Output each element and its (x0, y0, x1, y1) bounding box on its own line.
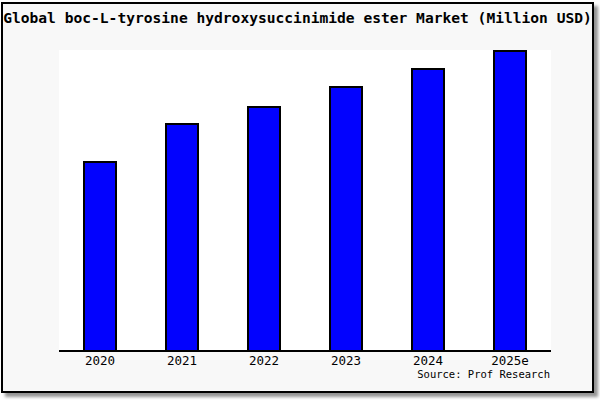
x-tick-label-2025e: 2025e (469, 354, 551, 367)
bar-2024 (411, 68, 445, 350)
x-tick-label-2020: 2020 (59, 354, 141, 367)
plot-area (59, 50, 551, 352)
bar-2023 (329, 86, 363, 350)
bar-slot-2023 (305, 50, 387, 350)
bar-2022 (247, 106, 281, 350)
source-credit: Source: Prof Research (417, 368, 550, 380)
bar-slot-2024 (387, 50, 469, 350)
chart-title: Global boc-L-tyrosine hydroxysuccinimide… (3, 9, 592, 26)
bar-slot-2021 (141, 50, 223, 350)
x-tick-label-2024: 2024 (387, 354, 469, 367)
bar-2021 (165, 123, 199, 350)
bars-row (59, 50, 551, 350)
x-tick-label-2022: 2022 (223, 354, 305, 367)
x-tick-label-2021: 2021 (141, 354, 223, 367)
chart-frame: Global boc-L-tyrosine hydroxysuccinimide… (1, 2, 594, 393)
bar-slot-2025e (469, 50, 551, 350)
bar-2020 (83, 161, 117, 350)
bar-slot-2020 (59, 50, 141, 350)
bar-2025e (493, 50, 527, 350)
x-tick-label-2023: 2023 (305, 354, 387, 367)
bar-slot-2022 (223, 50, 305, 350)
x-axis-labels: 202020212022202320242025e (59, 354, 551, 367)
